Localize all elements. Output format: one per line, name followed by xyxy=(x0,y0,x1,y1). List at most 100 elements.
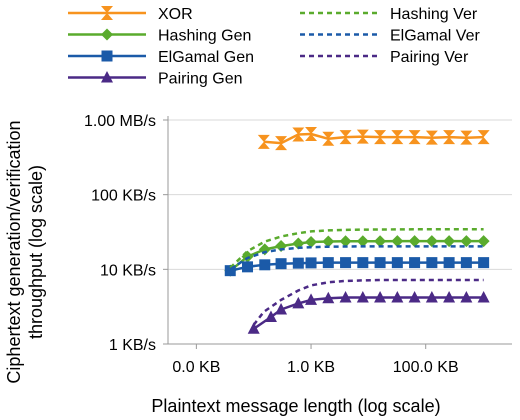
data-point xyxy=(478,257,490,269)
y-axis-label-line-2: throughput (log scale) xyxy=(26,165,46,339)
legend-item: Hashing Ver xyxy=(300,6,478,23)
data-point xyxy=(477,290,490,303)
data-point xyxy=(425,130,438,145)
data-point xyxy=(257,134,270,149)
x-axis-label: Plaintext message length (log scale) xyxy=(151,396,440,416)
data-point xyxy=(460,130,473,145)
legend-marker xyxy=(101,28,113,41)
legend-label: ElGamal Gen xyxy=(158,49,254,66)
legend-label: ElGamal Ver xyxy=(390,28,480,45)
data-point xyxy=(356,129,369,144)
y-tick-label: 1.00 MB/s xyxy=(84,113,156,130)
legend-label: Pairing Gen xyxy=(158,71,243,88)
data-point xyxy=(460,257,472,269)
data-point xyxy=(477,130,490,145)
data-point xyxy=(408,130,421,145)
y-axis-label-line-1: Ciphertext generation/verification xyxy=(4,120,24,383)
legend-label: Hashing Ver xyxy=(390,6,478,23)
legend-item: XOR xyxy=(68,6,193,23)
data-point xyxy=(374,257,386,269)
data-point xyxy=(292,296,305,309)
legend: XOR Hashing Gen ElGamal Gen Pairing Gen Hash… xyxy=(68,6,480,88)
series-pairing-gen xyxy=(247,290,490,334)
data-point xyxy=(275,258,287,270)
legend-item: Hashing Gen xyxy=(68,28,251,45)
data-point xyxy=(409,257,421,269)
data-point xyxy=(264,310,277,322)
data-point xyxy=(322,235,335,248)
data-point xyxy=(259,259,271,271)
series-line xyxy=(229,245,484,271)
legend-item: Pairing Ver xyxy=(300,49,469,66)
data-point xyxy=(408,235,421,248)
data-point xyxy=(443,290,456,303)
y-tick-label: 100 KB/s xyxy=(91,188,156,205)
data-point xyxy=(339,235,352,248)
data-point xyxy=(391,235,404,248)
data-point xyxy=(391,130,404,145)
data-point xyxy=(305,236,318,249)
data-point xyxy=(374,130,387,145)
data-point xyxy=(374,290,387,303)
data-point xyxy=(292,257,304,269)
data-point xyxy=(443,130,456,145)
x-tick-label: 100.0 KB xyxy=(393,359,459,376)
data-point xyxy=(426,257,438,269)
data-point xyxy=(340,257,352,269)
legend-marker xyxy=(101,50,113,62)
data-point xyxy=(242,261,254,273)
data-point xyxy=(391,290,404,303)
legend-item: ElGamal Gen xyxy=(68,49,254,66)
tick-labels: 1 KB/s 10 KB/s 100 KB/s 1.00 MB/s 0.0 KB 1.0 … xyxy=(84,113,459,376)
data-point xyxy=(460,235,473,248)
data-point xyxy=(258,243,271,256)
data-point xyxy=(443,257,455,269)
y-tick-label: 10 KB/s xyxy=(100,262,156,279)
series-elgamal-ver xyxy=(229,245,484,271)
series-hashing-ver xyxy=(229,228,484,269)
data-point xyxy=(224,265,236,277)
data-point xyxy=(275,136,288,151)
gridlines xyxy=(168,119,512,345)
data-point xyxy=(305,126,318,141)
data-point xyxy=(275,302,288,315)
series-group xyxy=(224,126,490,334)
x-tick-label: 0.0 KB xyxy=(172,359,220,376)
axes xyxy=(163,116,512,349)
series-line xyxy=(230,261,484,272)
data-point xyxy=(322,291,335,304)
data-point xyxy=(356,235,369,248)
legend-item: Pairing Gen xyxy=(68,71,243,88)
series-line xyxy=(229,239,484,272)
legend-item: ElGamal Ver xyxy=(300,28,480,45)
data-point xyxy=(339,130,352,145)
legend-label: Pairing Ver xyxy=(390,49,469,66)
legend-label: Hashing Gen xyxy=(158,28,251,45)
data-point xyxy=(339,290,352,303)
data-point xyxy=(356,290,369,303)
series-hashing-gen xyxy=(224,235,490,277)
legend-marker xyxy=(101,71,113,83)
data-point xyxy=(443,235,456,248)
legend-label: XOR xyxy=(158,6,193,23)
data-point xyxy=(247,322,260,334)
legend-marker xyxy=(101,6,113,20)
series-xor xyxy=(257,126,490,151)
data-point xyxy=(391,257,403,269)
data-point xyxy=(305,257,317,269)
series-elgamal-gen xyxy=(224,257,490,277)
data-point xyxy=(425,235,438,248)
data-point xyxy=(292,127,305,142)
x-tick-label: 1.0 KB xyxy=(287,359,335,376)
data-point xyxy=(322,131,335,146)
data-point xyxy=(374,235,387,248)
y-tick-label: 1 KB/s xyxy=(109,337,156,354)
data-point xyxy=(425,290,438,303)
data-point xyxy=(357,257,369,269)
data-point xyxy=(322,257,334,269)
series-line xyxy=(263,132,484,145)
data-point xyxy=(477,235,490,248)
data-point xyxy=(408,290,421,303)
series-line xyxy=(229,228,484,269)
